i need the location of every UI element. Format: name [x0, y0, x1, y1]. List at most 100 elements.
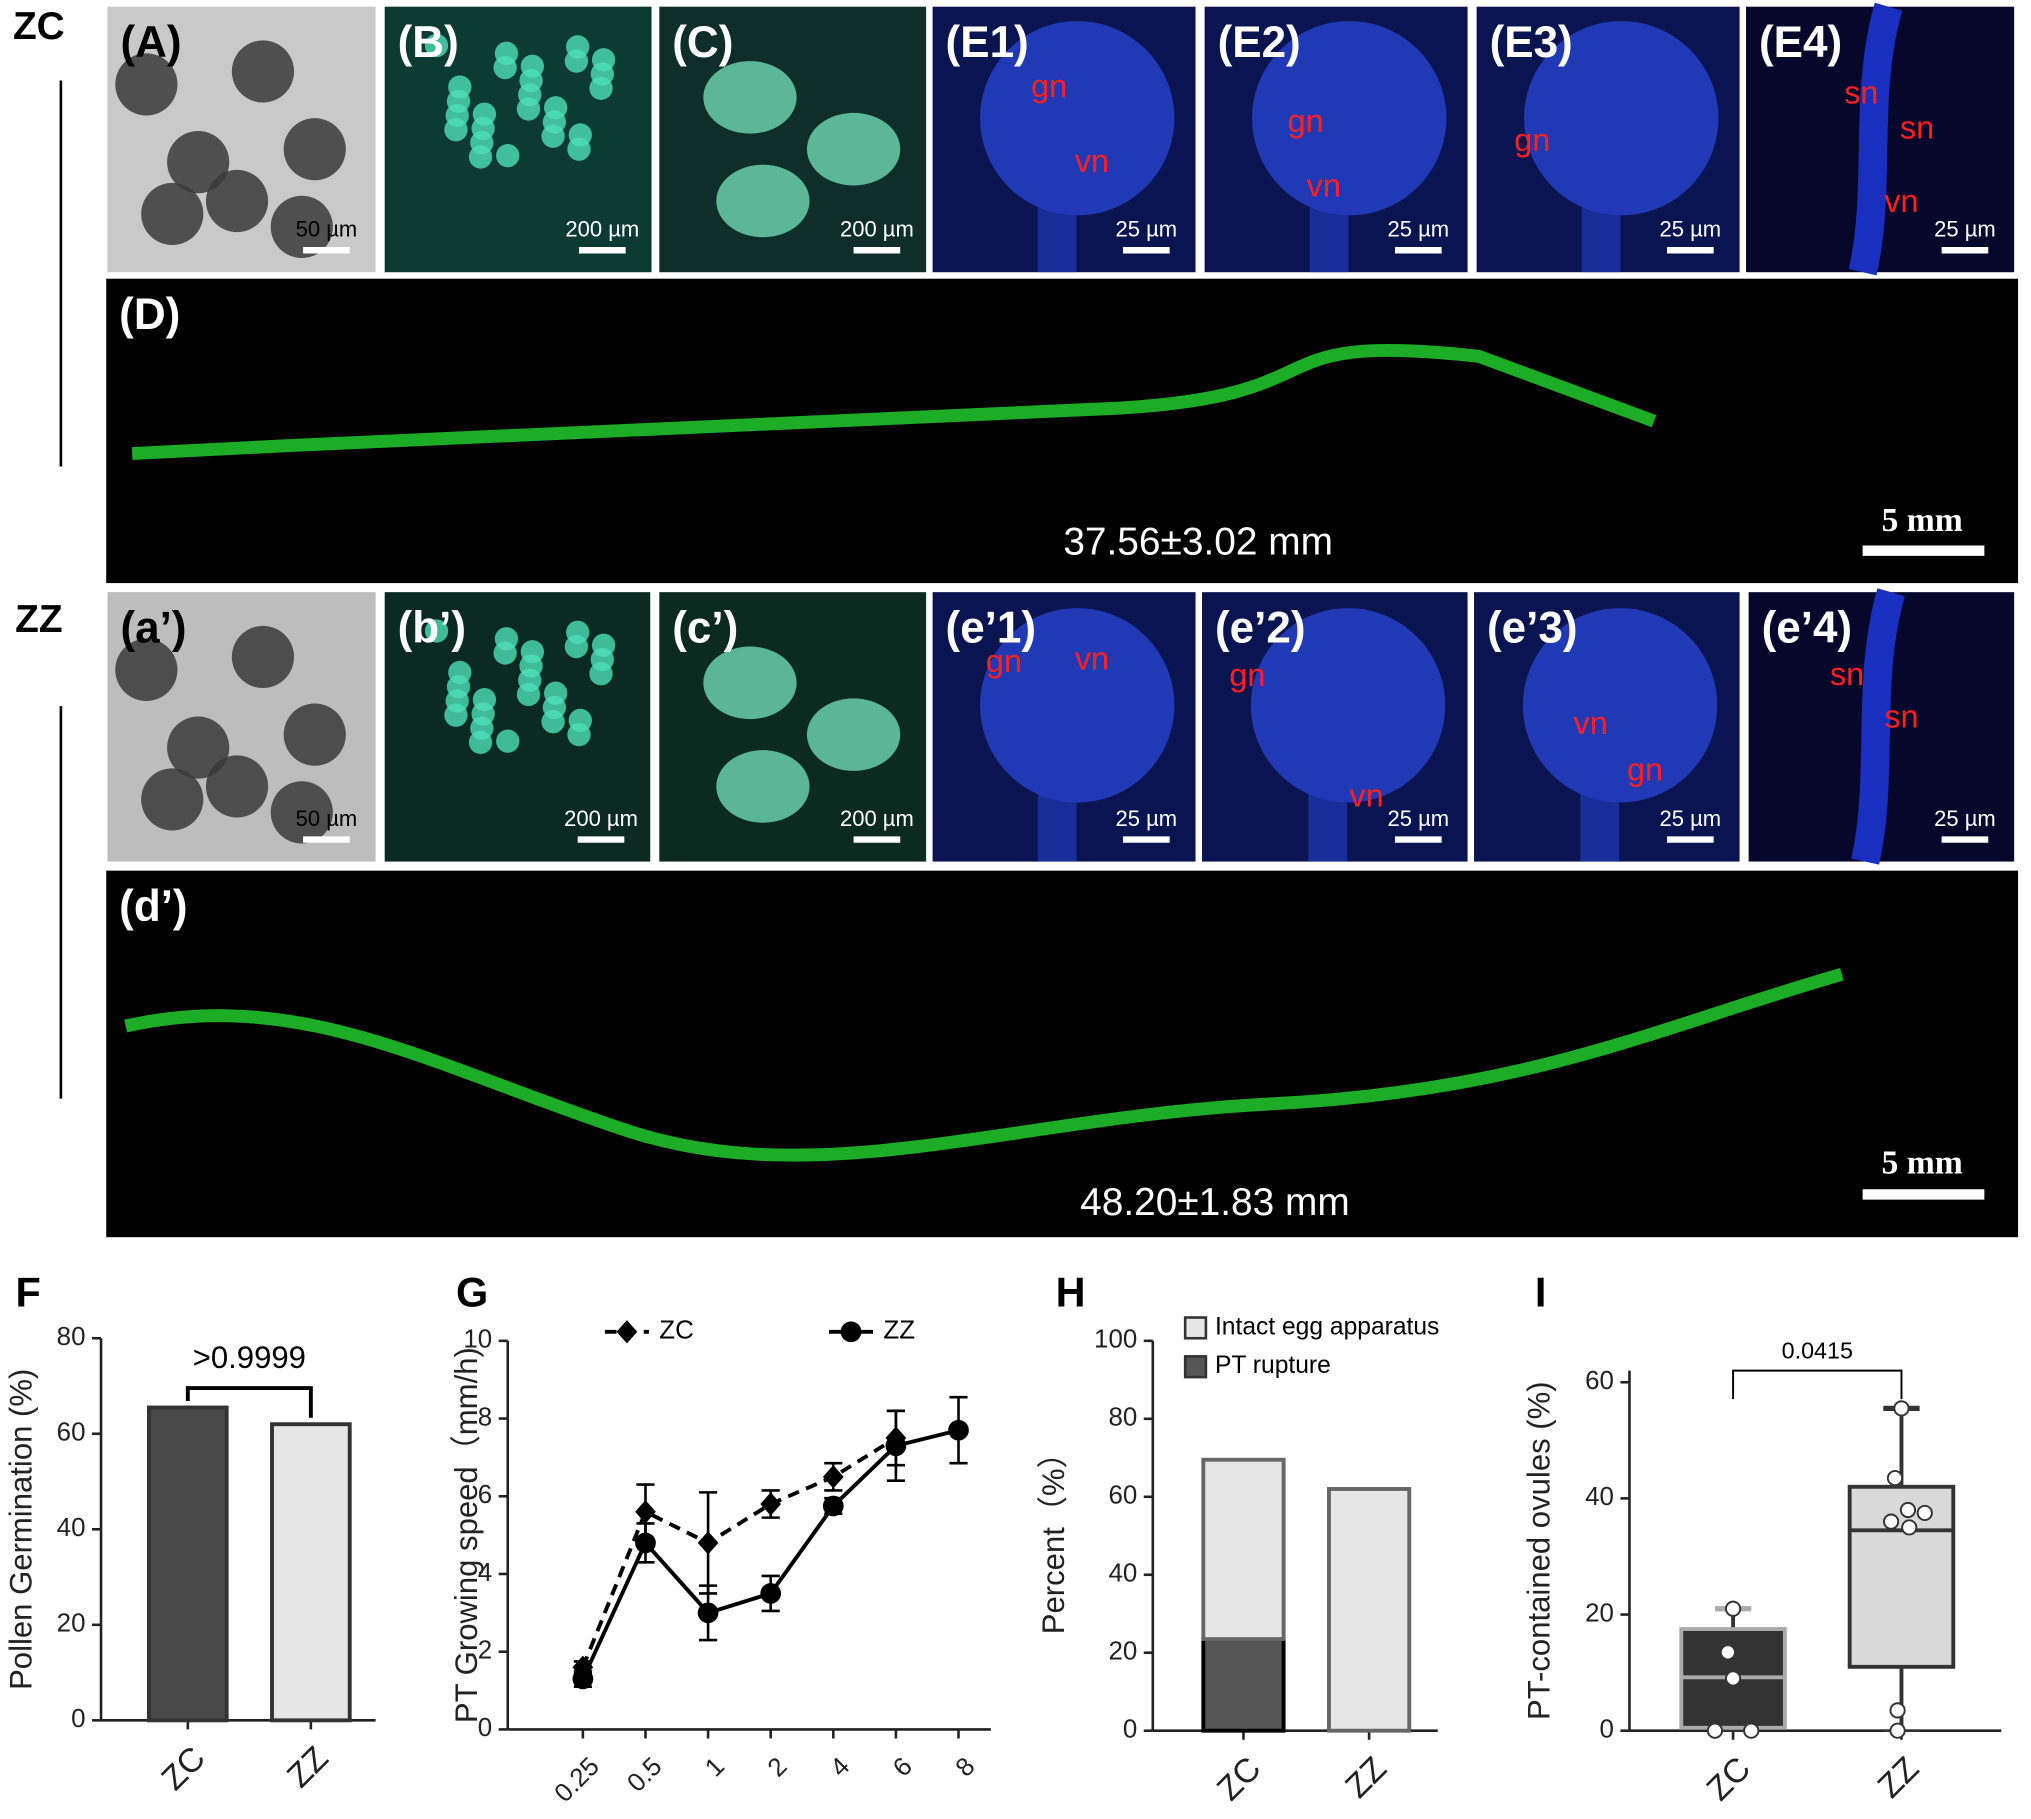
funiculus [1037, 753, 1077, 862]
legend-marker [840, 1321, 862, 1343]
nucleus-label: sn [1900, 109, 1934, 145]
legend-swatch [1183, 1316, 1208, 1340]
marker [572, 1668, 594, 1690]
data-point [1899, 1501, 1917, 1519]
pollen-grain [141, 768, 204, 831]
nucleus-label: gn [986, 643, 1022, 679]
y-tick-label: 0 [478, 1714, 492, 1742]
data-point [1889, 1722, 1906, 1739]
panel-label: (E1) [946, 18, 1029, 67]
panel-label: (e’3) [1487, 604, 1578, 653]
nucleus-label: vn [1884, 183, 1918, 219]
micrograph-panel: (e’2) 25 µm gn vn [1202, 592, 1468, 862]
data-point [1889, 1702, 1906, 1719]
y-axis-title: Pollen Germination (%) [4, 1369, 39, 1690]
panel-label: (E2) [1218, 18, 1301, 67]
marker [635, 1532, 656, 1554]
pollen-grain [444, 703, 468, 727]
y-tick-label: 60 [1585, 1367, 1614, 1395]
legend-label: ZZ [883, 1317, 915, 1345]
panel-letter: H [1056, 1268, 1086, 1315]
y-tick-label: 20 [1108, 1638, 1137, 1666]
y-tick-label: 80 [57, 1323, 86, 1351]
ovule [1524, 21, 1719, 216]
scale-bar-label: 200 µm [840, 217, 914, 242]
legend-label: Intact egg apparatus [1215, 1313, 1439, 1340]
pollen-grain [424, 33, 449, 58]
pollen-grain [424, 619, 449, 643]
nucleus-label: gn [1514, 122, 1550, 158]
y-tick-label: 4 [478, 1559, 492, 1587]
panel-label: (b’) [398, 604, 466, 653]
pollen-grain [589, 662, 613, 686]
y-tick-label: 20 [57, 1610, 86, 1638]
pollen-grain [468, 145, 493, 169]
ovule [703, 646, 797, 720]
data-point [1724, 1670, 1742, 1687]
data-point [1883, 1513, 1900, 1530]
nucleus-label: gn [1288, 103, 1324, 139]
length-measure: 37.56±3.02 mm [1063, 520, 1333, 563]
nucleus-label: vn [1349, 778, 1383, 814]
scale-bar-label: 25 µm [1660, 806, 1722, 831]
panel-label: (B) [398, 18, 459, 67]
pollen-grain [167, 716, 230, 779]
marker [635, 1500, 656, 1524]
pollen-grain [516, 97, 541, 121]
y-tick-label: 40 [1108, 1560, 1137, 1588]
pollen-grain [541, 710, 565, 734]
significance-bracket [1732, 1369, 1903, 1400]
nucleus-label: gn [1229, 657, 1265, 693]
y-tick-label: 2 [478, 1637, 492, 1665]
y-tick-label: 100 [1094, 1326, 1137, 1354]
pollen-grain [167, 131, 230, 194]
nucleus-label: vn [1307, 168, 1341, 204]
pollen-grain [283, 118, 346, 181]
pollen-grain [270, 195, 333, 258]
row-label: ZZ [15, 598, 62, 641]
scale-bar-label: 25 µm [1388, 217, 1450, 242]
y-tick-label: 60 [57, 1419, 86, 1447]
y-tick-label: 0 [1600, 1716, 1614, 1744]
panel-label: (A) [120, 18, 181, 67]
panel-label: (E4) [1759, 18, 1842, 67]
funiculus [1580, 753, 1620, 862]
panel-label: (E3) [1490, 18, 1573, 67]
panel-label: (e’1) [946, 604, 1037, 653]
panel-label: (e’2) [1215, 604, 1306, 653]
bar [270, 1422, 352, 1723]
micrograph-panel: (e’1) 25 µm gn vn [932, 592, 1196, 862]
pollen-grain [564, 634, 589, 659]
scale-bar-label: 200 µm [565, 217, 639, 242]
funiculus [1581, 166, 1621, 273]
micrograph-panel: (C) 200 µm [659, 6, 927, 273]
pollen-grain [283, 703, 346, 766]
micrograph-panel: (d’) 5 mm 48.20±1.83 mm [106, 870, 2019, 1238]
pollen-grain [468, 730, 493, 755]
ovule [716, 750, 810, 823]
data-point [1901, 1519, 1918, 1536]
pollen-grain [444, 118, 468, 142]
micrograph-panel: (E2) 25 µm gn vn [1204, 6, 1468, 273]
pollen-grain [589, 76, 613, 100]
nucleus-label: vn [1075, 143, 1109, 179]
pollen-grain [205, 755, 269, 818]
panel-label: (d’) [119, 882, 187, 931]
ovule [980, 21, 1175, 216]
significance-label: >0.9999 [193, 1340, 306, 1375]
scale-bar-label: 25 µm [1660, 217, 1722, 242]
panel-label: (c’) [672, 604, 738, 653]
scale-bar-label: 25 µm [1388, 806, 1450, 831]
micrograph-panel: (c’) 200 µm [659, 592, 927, 862]
funiculus [1309, 166, 1349, 273]
ovule [1522, 608, 1718, 803]
y-tick-label: 6 [478, 1481, 492, 1509]
data-point [1916, 1504, 1933, 1522]
image-area [106, 870, 2019, 1238]
micrograph-panel: (b’) 200 µm [384, 592, 651, 862]
y-tick-label: 80 [1108, 1404, 1137, 1432]
y-tick-label: 20 [1585, 1599, 1614, 1627]
